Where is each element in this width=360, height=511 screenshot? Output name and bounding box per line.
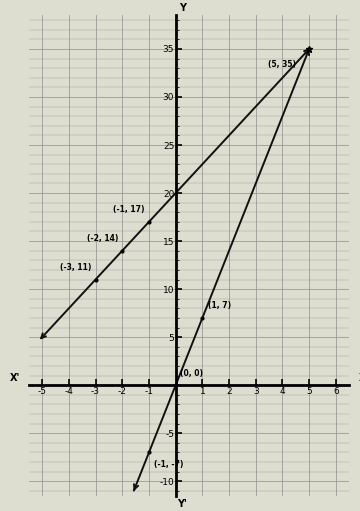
- Text: (0, 0): (0, 0): [180, 368, 203, 378]
- Text: (1, 7): (1, 7): [208, 301, 231, 310]
- Text: X': X': [10, 373, 21, 383]
- Text: (-1, -7): (-1, -7): [154, 460, 184, 469]
- Text: (5, 35): (5, 35): [269, 60, 296, 69]
- Text: Y: Y: [179, 4, 186, 13]
- Text: Y': Y': [177, 499, 187, 508]
- Text: (-1, 17): (-1, 17): [113, 205, 145, 214]
- Text: X: X: [359, 373, 360, 383]
- Text: (-3, 11): (-3, 11): [60, 263, 91, 272]
- Text: (-2, 14): (-2, 14): [87, 234, 118, 243]
